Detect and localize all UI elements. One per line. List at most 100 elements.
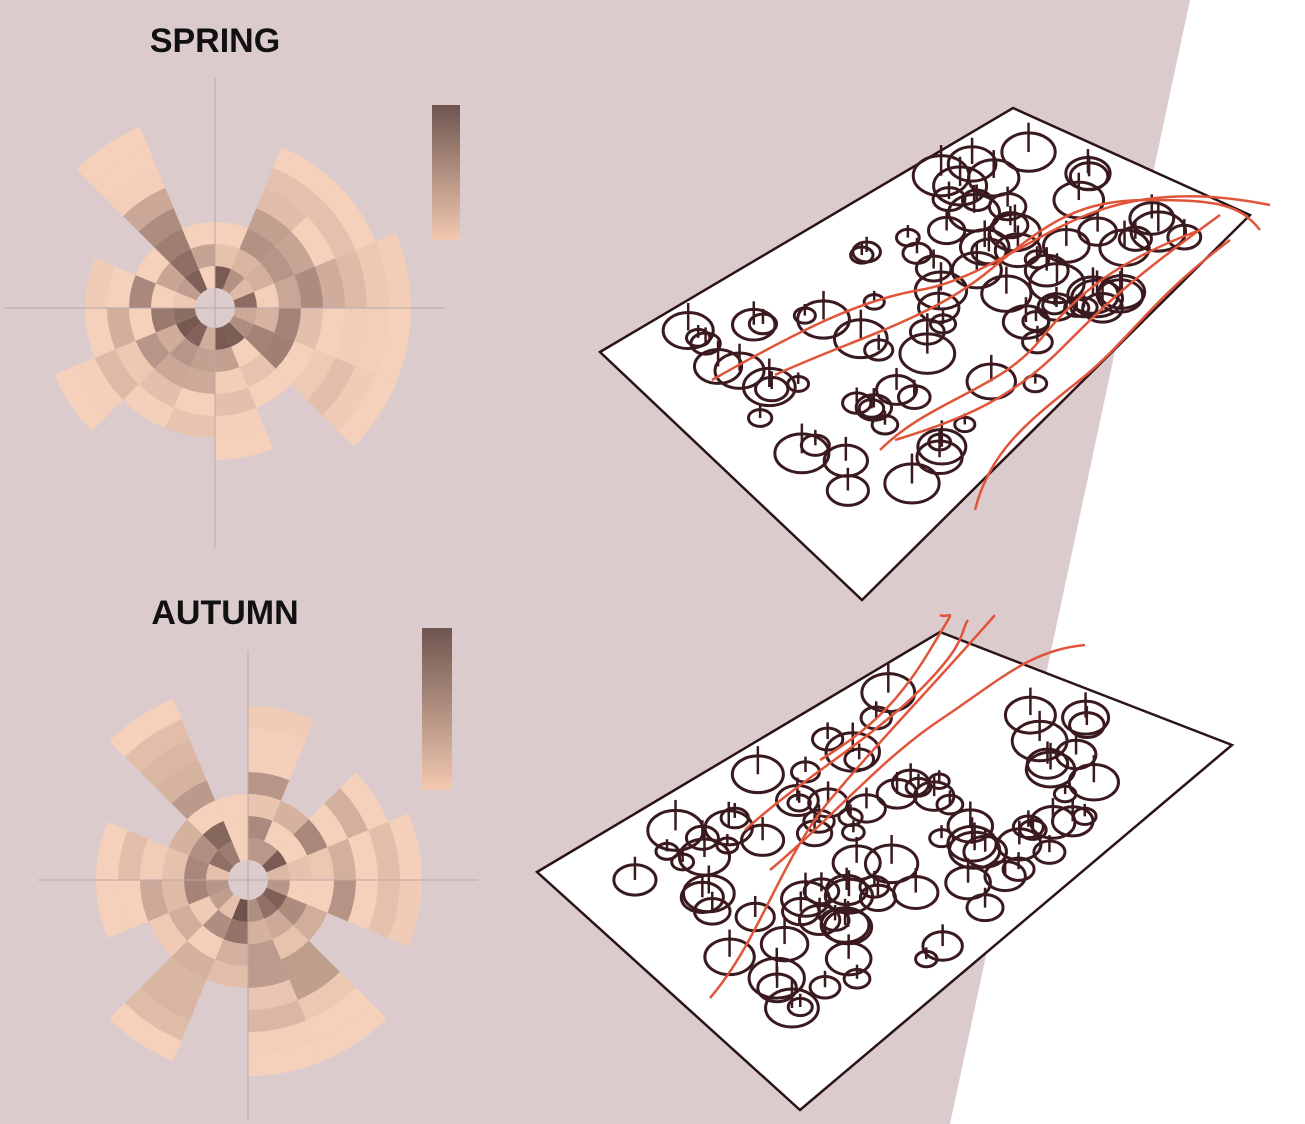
rose-segment <box>248 728 307 760</box>
rose-segment <box>248 794 281 821</box>
panel-title: AUTUMN <box>151 594 298 632</box>
rose-segment <box>140 880 169 922</box>
rose-segment <box>215 266 232 290</box>
rose-segment <box>187 925 224 960</box>
rose-segment <box>115 340 155 385</box>
rose-segment <box>124 719 190 773</box>
rose-segment <box>260 247 295 284</box>
rose-segment <box>168 904 203 941</box>
rose-segment <box>215 326 232 350</box>
rose-segment <box>176 278 201 301</box>
rose-segment <box>198 266 215 290</box>
rose-segment <box>272 800 309 835</box>
rose-segment <box>202 820 232 851</box>
rose-segment <box>272 925 309 960</box>
rose-segment <box>244 262 275 292</box>
rose-segment <box>168 819 203 856</box>
rose-segment <box>182 222 215 249</box>
rose-segment <box>260 332 295 369</box>
rose-segment <box>107 266 136 308</box>
rose-segment <box>148 912 188 957</box>
rose-segment <box>248 772 290 801</box>
rose-segment <box>218 841 241 866</box>
rose-segment <box>94 349 139 400</box>
rose-segment <box>253 308 279 333</box>
rose-segment <box>355 241 389 308</box>
rose-segment <box>107 308 136 350</box>
rose-segment <box>355 308 389 375</box>
rose-segment <box>215 407 265 438</box>
rose-segment <box>190 244 215 270</box>
rose-segment <box>314 308 345 358</box>
wind-flow <box>774 198 1261 377</box>
rose-segment <box>231 898 248 922</box>
rose-segment <box>375 232 411 308</box>
rose-segment <box>347 830 378 880</box>
wind-flow <box>894 213 1221 442</box>
rose-segment <box>129 275 156 308</box>
rose-segment <box>124 987 190 1041</box>
rose-segment <box>173 291 197 308</box>
rose-segment <box>335 249 367 308</box>
rose-segment <box>190 346 215 372</box>
color-legend <box>422 628 452 790</box>
rose-segment <box>335 308 367 367</box>
rose-segment <box>231 248 261 279</box>
rose-segment <box>264 820 294 851</box>
rose-segment <box>223 816 248 842</box>
rose-segment <box>247 208 292 248</box>
rose-segment <box>223 918 248 944</box>
rose-segment <box>266 880 290 897</box>
rose-segment <box>188 834 219 864</box>
rose-segment <box>138 368 183 408</box>
rose-segment <box>140 739 199 789</box>
rose-segment <box>123 187 174 232</box>
rose-segment <box>306 200 356 259</box>
rose-segment <box>248 838 265 862</box>
rose-segment <box>248 750 298 781</box>
rose-segment <box>165 407 215 438</box>
rose-segment <box>123 384 174 429</box>
wind-flow <box>744 619 970 831</box>
rose-segment <box>327 880 356 922</box>
rose-segment <box>140 971 199 1021</box>
wind-flow <box>879 228 1201 451</box>
rose-segment <box>109 1003 182 1062</box>
rose-segment <box>308 803 348 848</box>
rose-segment <box>244 324 275 354</box>
rose-segment <box>286 880 312 905</box>
rose-segment <box>156 759 207 804</box>
rose-segment <box>187 800 224 835</box>
rose-segment <box>262 887 287 910</box>
rose-segment <box>286 855 312 880</box>
rose-segment <box>253 283 279 308</box>
rose-segment <box>248 898 265 922</box>
wind-flow <box>819 613 952 762</box>
rose-segment <box>85 258 116 308</box>
rose-segment <box>339 772 389 831</box>
rose-segment <box>274 308 301 341</box>
rose-segment <box>198 326 215 350</box>
rose-segment <box>280 940 325 980</box>
rose-segment <box>248 959 290 989</box>
rose-segment <box>233 291 257 308</box>
rose-segment <box>327 838 356 880</box>
rose-segment <box>202 909 232 940</box>
rose-segment <box>155 324 186 354</box>
rose-segment <box>107 167 166 217</box>
rose-segment <box>154 228 191 263</box>
rose-segment <box>248 1000 307 1032</box>
rose-segment <box>233 308 257 325</box>
rose-segment <box>91 147 157 201</box>
rose-segment <box>184 855 210 880</box>
rose-segment <box>140 838 169 880</box>
rose-segment <box>229 315 254 338</box>
rose-segment <box>277 834 308 864</box>
rose-segment <box>264 909 294 940</box>
rose-segment <box>306 987 372 1041</box>
rose-segment <box>171 940 216 980</box>
rose-segment <box>218 894 241 919</box>
rose-segment <box>293 819 328 856</box>
rose-segment <box>264 167 323 217</box>
